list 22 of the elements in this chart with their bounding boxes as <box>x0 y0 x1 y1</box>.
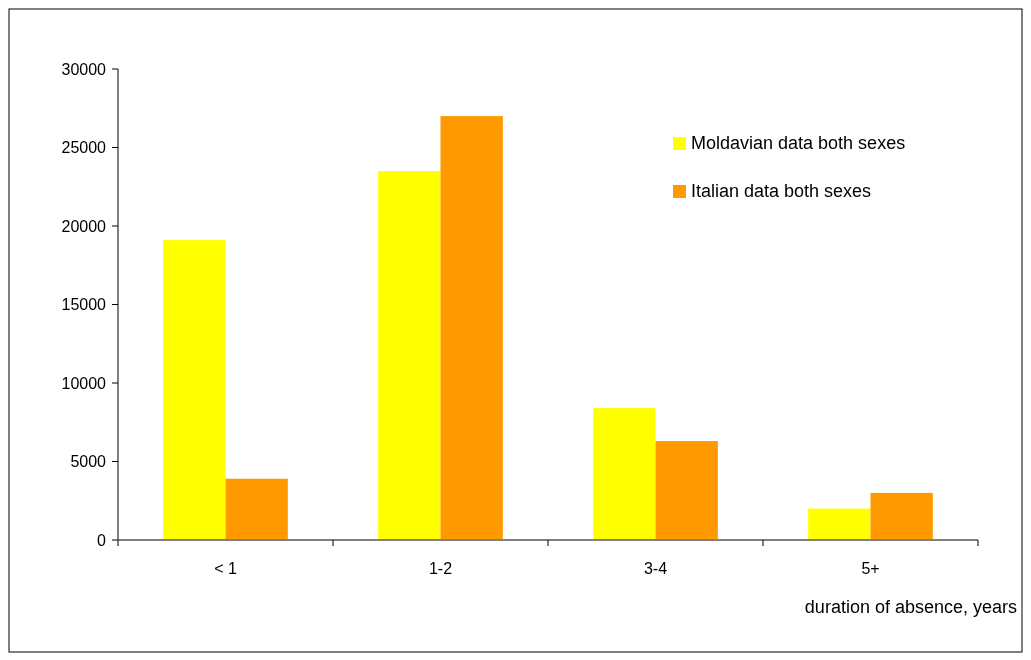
y-tick-label: 0 <box>97 531 107 549</box>
legend-label: Italian data both sexes <box>691 181 872 202</box>
x-axis-title: duration of absence, years <box>804 597 1017 617</box>
bar <box>593 408 656 540</box>
y-tick-label: 20000 <box>61 217 107 235</box>
legend-label: Moldavian data both sexes <box>691 133 906 154</box>
x-tick-label: 1-2 <box>428 560 453 577</box>
y-tick-label: 15000 <box>61 296 107 314</box>
x-tick-label: 5+ <box>861 560 880 577</box>
bar <box>655 441 718 540</box>
y-tick-label: 30000 <box>61 60 107 78</box>
bar <box>225 478 288 540</box>
bar <box>440 116 503 540</box>
bar <box>163 240 226 540</box>
y-tick-label: 10000 <box>61 374 107 392</box>
bar <box>808 508 871 540</box>
bar <box>378 171 441 540</box>
bar <box>870 492 933 540</box>
x-tick-label: < 1 <box>214 560 237 577</box>
y-tick-label: 25000 <box>61 139 107 157</box>
y-tick-label: 5000 <box>70 453 107 471</box>
x-tick-label: 3-4 <box>643 560 668 577</box>
